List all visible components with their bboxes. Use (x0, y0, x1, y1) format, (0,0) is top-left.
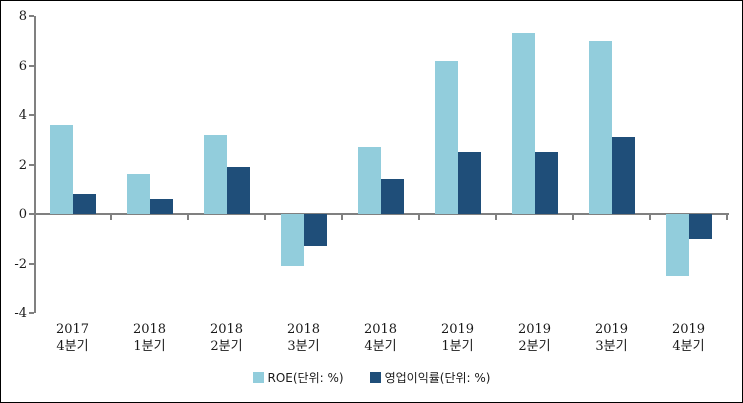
x-category-line: 2018 (209, 322, 244, 337)
x-category-label: 2019 2분기 (496, 321, 573, 355)
bar-roe (50, 124, 73, 214)
bar-operating-margin (612, 137, 635, 214)
y-tick-label: 0 (18, 207, 27, 222)
x-category-label: 2018 3분기 (265, 321, 342, 355)
x-category-line: 2018 (286, 322, 321, 337)
bar-operating-margin (227, 166, 250, 214)
y-tick (29, 213, 34, 215)
x-tick (187, 215, 189, 220)
x-category-line: 2019 (440, 322, 475, 337)
x-tick (649, 215, 651, 220)
x-category-label: 2018 1분기 (111, 321, 188, 355)
bar-roe (589, 40, 612, 214)
bar-operating-margin (458, 152, 481, 214)
x-axis-line (34, 213, 729, 215)
legend-label-operating-margin: 영업이익률(단위: %) (384, 371, 491, 385)
x-category-line: 2019 (671, 322, 706, 337)
x-category-line: 4분기 (364, 339, 397, 354)
y-tick (29, 312, 34, 314)
bar-operating-margin (689, 214, 712, 239)
y-tick-label: -4 (14, 306, 27, 321)
x-tick (572, 215, 574, 220)
bar-roe (127, 174, 150, 214)
bar-roe (358, 147, 381, 214)
x-tick (264, 215, 266, 220)
y-tick-label: 8 (18, 9, 27, 24)
x-category-line: 2분기 (210, 339, 243, 354)
x-category-line: 2018 (363, 322, 398, 337)
bar-operating-margin (73, 194, 96, 214)
bar-operating-margin (381, 179, 404, 214)
y-tick (29, 64, 34, 67)
legend-item-roe: ROE(단위: %) (252, 369, 344, 386)
y-tick-label: 2 (18, 157, 27, 173)
legend-label-roe: ROE(단위: %) (267, 371, 344, 385)
x-category-line: 2019 (594, 322, 629, 337)
x-category-line: 4분기 (672, 339, 705, 354)
y-axis-line (34, 16, 36, 313)
y-tick (29, 163, 34, 166)
x-tick (726, 215, 728, 220)
x-category-label: 2019 3분기 (573, 321, 650, 355)
x-tick (110, 215, 112, 220)
bar-roe (281, 214, 304, 266)
bar-roe (435, 60, 458, 214)
x-tick (418, 215, 420, 220)
x-category-line: 3분기 (287, 339, 320, 354)
x-category-line: 4분기 (56, 339, 89, 354)
x-category-label: 2017 4분기 (34, 321, 111, 355)
y-tick-label: 6 (18, 58, 27, 74)
x-tick (341, 215, 343, 220)
y-tick (29, 15, 34, 17)
bar-operating-margin (304, 214, 327, 247)
legend: ROE(단위: %) 영업이익률(단위: %) (1, 369, 742, 386)
bar-operating-margin (150, 199, 173, 214)
x-category-line: 1분기 (441, 339, 474, 354)
x-tick (495, 215, 497, 220)
bar-operating-margin (535, 152, 558, 214)
y-tick (29, 114, 34, 116)
bar-roe (204, 134, 227, 214)
bar-roe (666, 214, 689, 276)
x-category-label: 2019 4분기 (650, 321, 727, 355)
legend-swatch-operating-margin (369, 372, 381, 383)
y-tick-label: -2 (14, 256, 27, 272)
y-tick (29, 262, 34, 265)
x-category-line: 2018 (132, 322, 167, 337)
x-category-line: 1분기 (133, 339, 166, 354)
legend-item-operating-margin: 영업이익률(단위: %) (369, 369, 491, 386)
y-tick-label: 4 (18, 108, 27, 123)
x-category-line: 2019 (517, 322, 552, 337)
x-category-label: 2018 2분기 (188, 321, 265, 355)
x-category-line: 2분기 (518, 339, 551, 354)
x-category-label: 2019 1분기 (419, 321, 496, 355)
x-category-line: 2017 (55, 322, 90, 337)
x-category-label: 2018 4분기 (342, 321, 419, 355)
legend-swatch-roe (252, 372, 264, 383)
x-category-line: 3분기 (595, 339, 628, 354)
bar-roe (512, 33, 535, 214)
